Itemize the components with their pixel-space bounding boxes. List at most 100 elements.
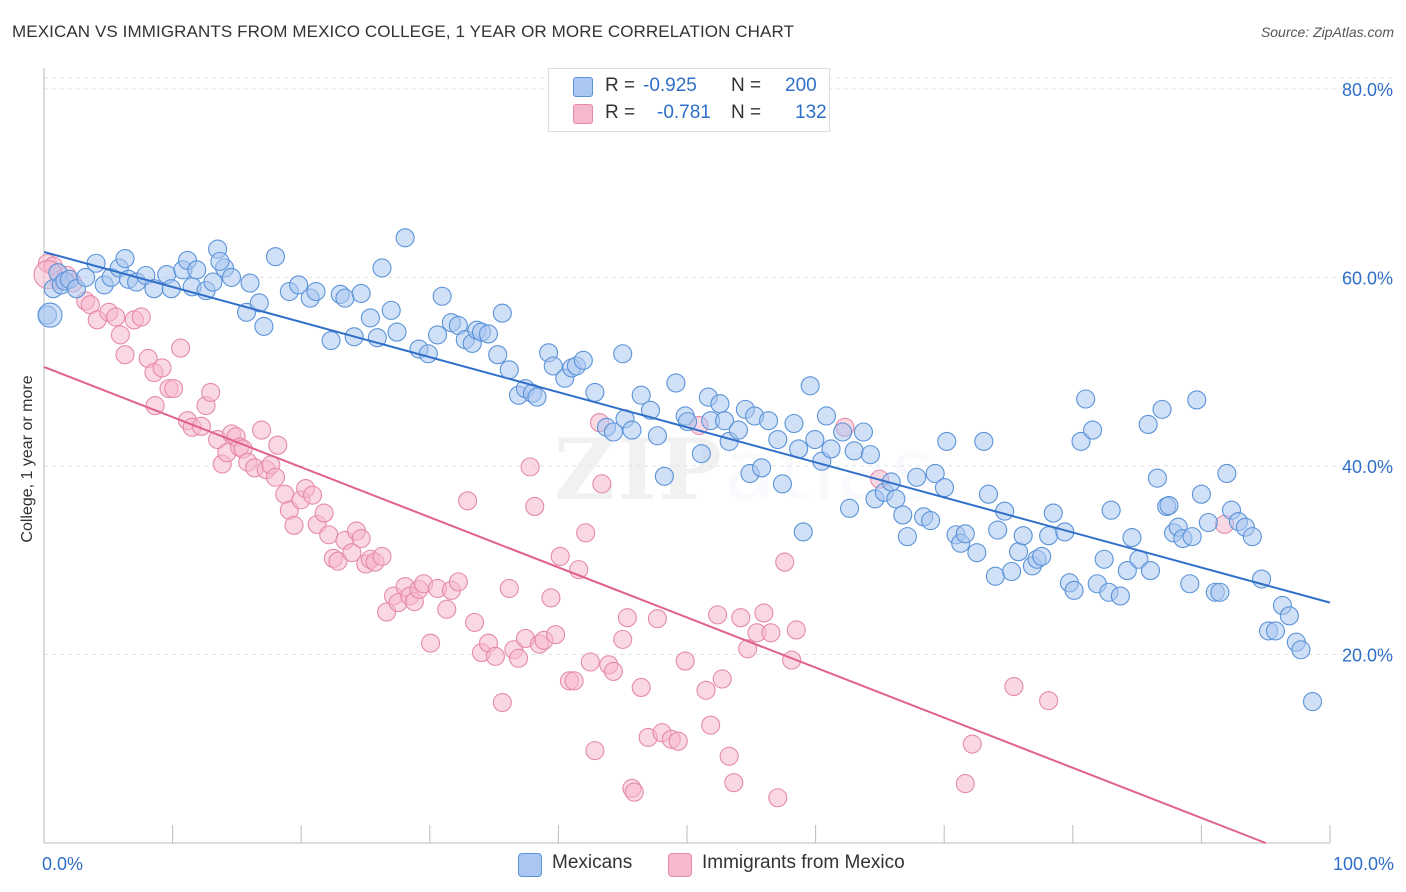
- mexicans-point: [86, 253, 106, 273]
- mexicans-point: [76, 267, 96, 287]
- mexicans-point: [768, 429, 788, 450]
- mexicans-point: [492, 303, 512, 323]
- immigrants-point: [955, 774, 975, 794]
- immigrants-point: [603, 661, 623, 681]
- mexicans-point: [860, 445, 880, 465]
- immigrants-point: [328, 551, 348, 571]
- immigrants-point: [458, 491, 478, 511]
- grid-lines: [44, 77, 1394, 655]
- immigrants-point: [437, 599, 457, 619]
- n-value: 200: [785, 75, 817, 96]
- mexicans-point: [1242, 527, 1262, 547]
- legend-swatch-mexicans: [573, 77, 593, 97]
- mexicans-point: [1191, 484, 1211, 504]
- mexicans-point: [1083, 420, 1103, 440]
- immigrants-point: [775, 552, 795, 572]
- immigrants-point: [631, 677, 651, 698]
- immigrants-point: [564, 671, 584, 691]
- mexicans-point: [925, 463, 945, 484]
- mexicans-point: [1180, 574, 1200, 594]
- immigrants-point: [252, 420, 272, 440]
- mexicans-point: [37, 302, 63, 328]
- mexicans-point: [240, 273, 260, 293]
- mexicans-point: [955, 524, 975, 544]
- mexicans-point: [351, 283, 371, 303]
- immigrants-point: [647, 609, 667, 629]
- immigrants-point: [115, 345, 135, 365]
- immigrants-point: [768, 788, 788, 808]
- r-label: R =: [605, 75, 636, 96]
- n-label: N =: [731, 102, 762, 123]
- immigrants-point: [761, 623, 781, 643]
- mexicans-point: [1117, 561, 1137, 581]
- mexicans-point: [478, 324, 498, 344]
- mexicans-point: [372, 258, 392, 278]
- legend-label-mexicans: Mexicans: [552, 852, 633, 873]
- immigrants-point: [708, 605, 728, 625]
- immigrants-point: [738, 639, 758, 659]
- mexicans-point: [800, 376, 820, 396]
- immigrants-point: [546, 625, 566, 645]
- mexicans-point: [934, 478, 955, 498]
- immigrants-point: [284, 515, 304, 535]
- mexicans-point: [1279, 606, 1299, 626]
- immigrants-point: [164, 379, 184, 399]
- mexicans-point: [543, 356, 563, 376]
- immigrants-point: [152, 358, 172, 378]
- mexicans-point: [1182, 527, 1202, 547]
- r-value: -0.781: [657, 102, 711, 123]
- immigrants-point: [465, 612, 485, 632]
- chart-title: MEXICAN VS IMMIGRANTS FROM MEXICO COLLEG…: [12, 22, 795, 41]
- mexicans-point: [893, 505, 913, 525]
- r-value: -0.925: [643, 75, 697, 96]
- mexicans-point: [603, 422, 623, 442]
- immigrants-point: [525, 496, 545, 517]
- mexicans-point: [821, 439, 841, 459]
- mexicans-point: [1302, 692, 1323, 712]
- mexicans-point: [728, 420, 748, 440]
- mexicans-point: [1187, 390, 1207, 410]
- trend-lines: [43, 250, 1331, 844]
- mexicans-point: [1094, 549, 1114, 569]
- immigrants-point: [585, 741, 605, 761]
- source-label[interactable]: Source: ZipAtlas.com: [1260, 24, 1394, 40]
- mexicans-point: [1147, 468, 1167, 488]
- immigrants-point: [275, 484, 295, 504]
- mexicans-point: [1013, 526, 1033, 546]
- mexicans-point: [772, 474, 792, 494]
- mexicans-point: [1265, 621, 1286, 641]
- immigrants-point: [541, 588, 561, 608]
- correlation-legend: R = -0.925 N = 200 R = -0.781 N = 132: [548, 68, 830, 132]
- immigrants-point: [731, 608, 751, 628]
- mexicans-point: [573, 350, 593, 370]
- mexicans-point: [647, 426, 667, 446]
- mexicans-point: [249, 293, 269, 313]
- r-label: R =: [605, 102, 636, 123]
- immigrants-point: [724, 773, 744, 793]
- immigrants-point: [696, 680, 716, 700]
- mexicans-point: [921, 511, 941, 531]
- immigrants-point: [110, 325, 130, 345]
- immigrants-point: [351, 528, 371, 549]
- immigrants-point: [171, 338, 191, 358]
- mexicans-point: [784, 413, 804, 434]
- immigrants-point: [145, 396, 165, 416]
- mexicans-point: [265, 247, 286, 267]
- mexicans-point: [886, 489, 906, 509]
- mexicans-point: [691, 444, 711, 464]
- mexicans-point: [203, 272, 223, 292]
- mexicans-point: [1039, 526, 1059, 546]
- y-tick-label: 60.0%: [1342, 268, 1393, 288]
- immigrants-point: [314, 503, 334, 523]
- x-tick-label: 100.0%: [1333, 854, 1394, 874]
- mexicans-point: [897, 527, 917, 547]
- immigrants-point: [624, 782, 644, 802]
- mexicans-point: [1140, 561, 1161, 581]
- mexicans-point: [1291, 640, 1311, 660]
- immigrants-point: [499, 578, 519, 599]
- immigrants-point: [550, 546, 570, 566]
- legend-swatch-immigrants: [573, 104, 593, 124]
- mexicans-point: [622, 420, 642, 440]
- legend-label-immigrants: Immigrants from Mexico: [702, 852, 905, 873]
- mexicans-point: [488, 345, 508, 365]
